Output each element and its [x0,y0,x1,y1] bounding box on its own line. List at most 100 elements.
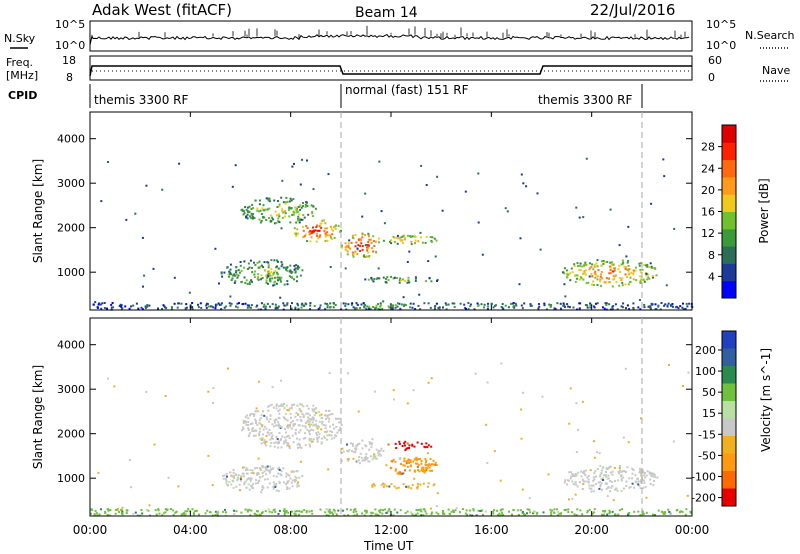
data-cell [256,304,259,307]
stray-cell [257,380,260,383]
data-cell [399,238,402,241]
data-cell [574,472,577,475]
data-cell [415,459,418,462]
data-cell [258,419,261,422]
stray-cell [178,162,181,165]
data-cell [260,220,263,222]
data-cell [298,219,300,221]
data-cell [622,261,625,264]
data-cell [216,513,219,516]
data-cell [240,429,243,432]
data-cell [302,236,305,239]
stray-cell [393,276,396,279]
data-cell [287,511,290,514]
data-cell [240,280,243,283]
data-cell [268,433,271,436]
stray-cell [596,451,598,454]
data-cell [607,277,610,280]
data-cell [285,439,288,442]
data-cell [512,305,515,308]
data-cell [309,240,312,243]
data-cell [339,230,341,233]
data-cell [415,462,417,465]
x-axis-ticks: 00:00 04:00 08:00 12:00 16:00 20:00 00:00 [73,112,709,537]
stray-cell [255,407,258,410]
data-cell [243,276,246,279]
data-cell [250,279,253,282]
stray-cell [520,173,523,176]
data-cell [413,445,416,448]
data-cell [272,218,275,221]
data-cell [393,485,396,488]
data-cell [313,229,316,232]
data-cell [441,511,444,514]
data-cell [366,244,369,247]
data-cell [207,305,210,308]
data-cell [604,261,607,264]
data-cell [192,513,195,516]
data-cell [214,305,217,308]
data-cell [617,479,620,482]
stray-cell [504,207,507,210]
data-cell [236,302,239,305]
data-cell [366,249,369,252]
data-cell [643,306,646,309]
data-cell [604,482,607,485]
data-cell [268,217,270,219]
data-cell [599,485,602,488]
data-cell [294,208,297,211]
data-cell [274,303,277,306]
data-cell [620,470,623,473]
data-cell [405,460,408,463]
data-cell [667,508,670,511]
data-cell [601,469,603,472]
data-cell [589,262,591,265]
data-cell [289,197,292,200]
data-cell [336,417,339,420]
data-cell [253,430,255,433]
stray-cell [226,367,229,370]
data-cell [575,474,578,477]
data-cell [487,305,490,308]
data-cell [288,474,291,477]
data-cell [256,467,259,469]
data-cell [407,279,410,282]
data-cell [320,413,323,416]
data-cell [645,274,648,277]
data-cell [157,508,160,511]
data-cell [569,477,572,480]
data-cell [602,262,605,265]
data-cell [403,464,406,467]
data-cell [367,232,370,235]
data-cell [402,304,405,307]
data-cell [103,307,106,309]
data-cell [317,308,320,311]
data-cell [309,445,312,448]
data-cell [564,267,566,270]
data-cell [407,276,410,279]
data-cell [267,508,270,511]
stray-cell [687,371,690,374]
data-cell [417,304,420,307]
data-cell [600,482,603,485]
data-cell [508,510,510,513]
data-cell [259,476,262,479]
data-cell [428,277,431,280]
data-cell [268,207,271,210]
data-cell [272,272,275,275]
data-cell [438,308,441,311]
data-cell [219,303,222,306]
stray-cell [402,296,405,299]
data-cell [282,416,285,419]
noise-panel: N.Sky 10^5 10^0 10^5 10^0 N.Search [4,18,795,52]
data-cell [312,205,315,208]
data-cell [378,241,380,244]
data-cell [395,487,398,490]
data-cell [417,508,420,511]
data-cell [180,513,183,516]
data-cell [653,267,656,270]
data-cell [479,510,482,512]
data-cell [645,264,647,267]
data-cell [392,277,395,280]
